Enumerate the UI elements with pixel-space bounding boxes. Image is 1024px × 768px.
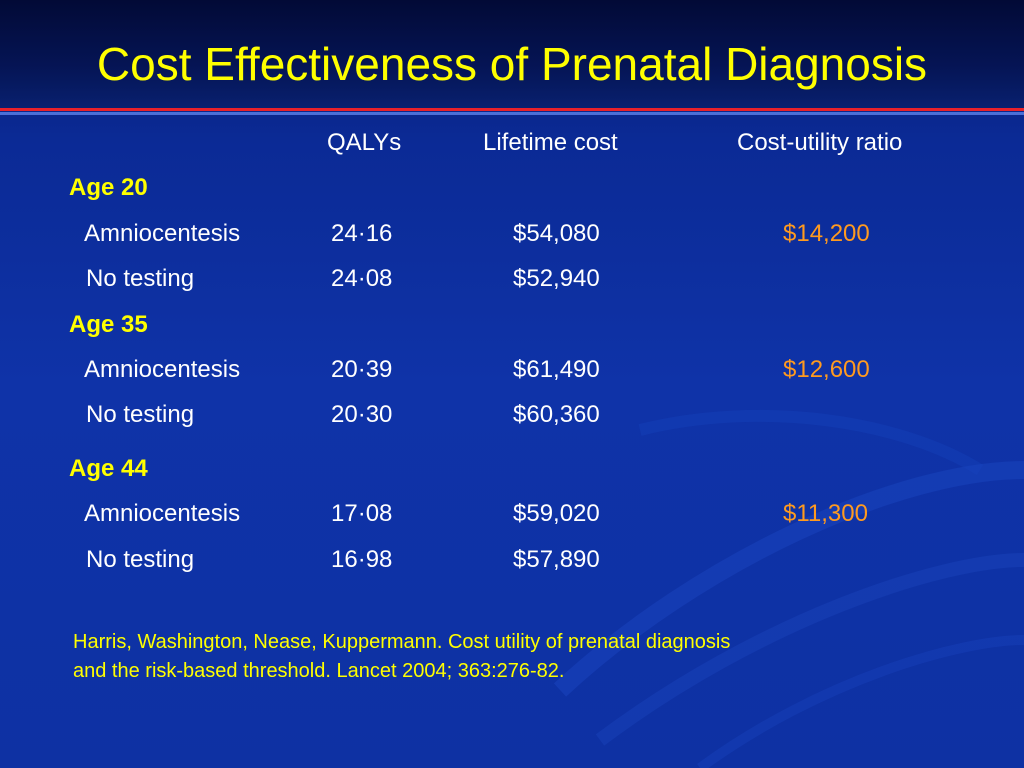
citation-line-2: and the risk-based threshold. Lancet 200… [73,660,565,682]
group-label-age-44: Age 44 [69,455,148,482]
row-label: No testing [86,401,195,428]
title-divider-blue [0,112,1024,115]
cell-qalys: 20·39 [331,356,393,383]
slide-title: Cost Effectiveness of Prenatal Diagnosis [96,38,928,90]
row-label: No testing [86,546,195,573]
cell-lifetime-cost: $57,890 [513,546,600,573]
row-label: Amniocentesis [84,500,241,527]
cell-lifetime-cost: $52,940 [513,265,600,292]
cell-qalys: 17·08 [331,500,393,527]
cell-qalys: 20·30 [331,401,393,428]
title-divider-red [0,108,1024,111]
group-label-age-35: Age 35 [69,311,148,338]
title-band [0,0,1024,108]
cell-lifetime-cost: $54,080 [513,220,600,247]
column-header-lifetime-cost: Lifetime cost [483,129,618,156]
citation-line-1: Harris, Washington, Nease, Kuppermann. C… [73,631,731,653]
row-label: Amniocentesis [84,356,241,383]
column-header-qalys: QALYs [327,129,402,156]
row-label: Amniocentesis [84,220,241,247]
group-label-age-20: Age 20 [69,174,148,201]
cell-lifetime-cost: $59,020 [513,500,600,527]
cell-qalys: 16·98 [331,546,393,573]
cell-lifetime-cost: $60,360 [513,401,600,428]
citation: Harris, Washington, Nease, Kuppermann. C… [73,628,953,686]
cell-qalys: 24·08 [331,265,393,292]
cell-lifetime-cost: $61,490 [513,356,600,383]
cell-cost-utility-ratio: $14,200 [783,220,870,247]
row-label: No testing [86,265,195,292]
cell-qalys: 24·16 [331,220,393,247]
cell-cost-utility-ratio: $12,600 [783,356,870,383]
column-header-cost-utility-ratio: Cost-utility ratio [737,129,903,156]
cell-cost-utility-ratio: $11,300 [783,500,868,527]
